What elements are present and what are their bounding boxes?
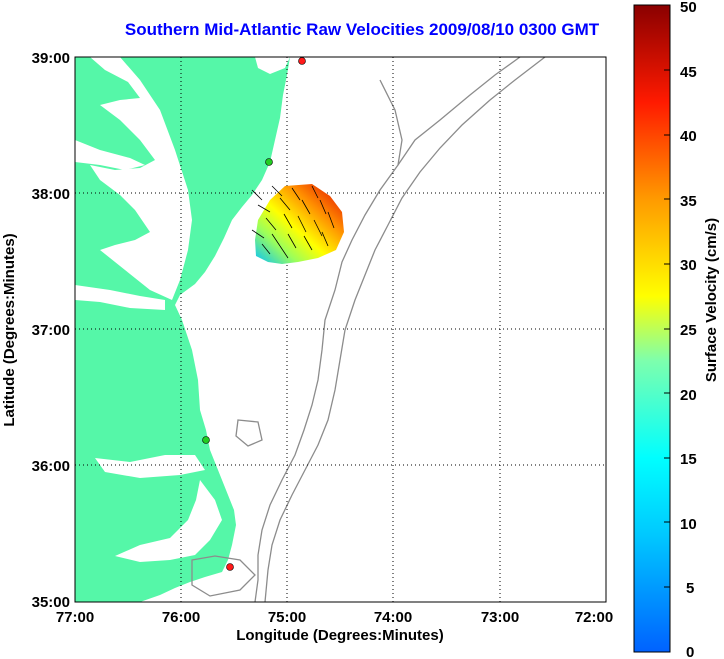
colorbar-label: Surface Velocity (cm/s) — [703, 218, 720, 382]
y-tick-label: 37:00 — [32, 322, 70, 339]
colorbar-tick-label: 10 — [680, 516, 697, 533]
colorbar-tick-label: 35 — [680, 193, 697, 210]
grid-lines — [75, 57, 606, 602]
colorbar-tick-label: 45 — [680, 64, 697, 81]
potomac-river — [75, 140, 145, 170]
x-tick-label: 77:00 — [56, 609, 94, 626]
colorbar-tick-label: 30 — [680, 257, 697, 274]
colorbar-tick-label: 0 — [686, 644, 694, 659]
delaware-bay — [255, 57, 290, 74]
y-tick-label: 38:00 — [32, 186, 70, 203]
y-axis-label: Latitude (Degrees:Minutes) — [1, 233, 18, 426]
x-axis-label: Longitude (Degrees:Minutes) — [236, 627, 444, 644]
station-marker[interactable] — [226, 563, 234, 571]
x-tick-label: 73:00 — [481, 609, 519, 626]
chesapeake-bay — [90, 57, 192, 300]
colorbar-tick-label: 40 — [680, 128, 697, 145]
albemarle-sound — [95, 455, 205, 478]
plot-frame — [74, 56, 607, 603]
colorbar-tick-label: 50 — [680, 0, 697, 16]
x-tick-label: 75:00 — [268, 609, 306, 626]
colorbar-tick-label: 20 — [680, 387, 697, 404]
velocity-vectors — [251, 185, 335, 259]
colorbar-tick-label: 5 — [686, 580, 694, 597]
y-axis-ticks: 39:00 38:00 37:00 36:00 35:00 — [32, 50, 70, 611]
y-tick-label: 39:00 — [32, 50, 70, 67]
colorbar-tick-label: 25 — [680, 322, 697, 339]
bathymetry-contours — [191, 57, 546, 602]
x-axis-ticks: 77:00 76:00 75:00 74:00 73:00 72:00 — [56, 609, 613, 626]
station-marker[interactable] — [265, 158, 273, 166]
x-tick-label: 74:00 — [374, 609, 412, 626]
colorbar-tick-label: 15 — [680, 451, 697, 468]
station-marker[interactable] — [202, 436, 210, 444]
chart-title: Southern Mid-Atlantic Raw Velocities 200… — [124, 20, 600, 39]
y-tick-label: 36:00 — [32, 458, 70, 475]
y-tick-label: 35:00 — [32, 594, 70, 611]
x-tick-label: 76:00 — [162, 609, 200, 626]
pamlico-sound — [115, 480, 222, 562]
station-marker[interactable] — [298, 57, 306, 65]
x-tick-label: 72:00 — [575, 609, 613, 626]
colorbar-ticks: 50 45 40 35 30 25 20 15 10 5 0 — [680, 0, 697, 659]
colorbar-tick-marks — [664, 69, 670, 588]
james-river — [75, 285, 165, 310]
